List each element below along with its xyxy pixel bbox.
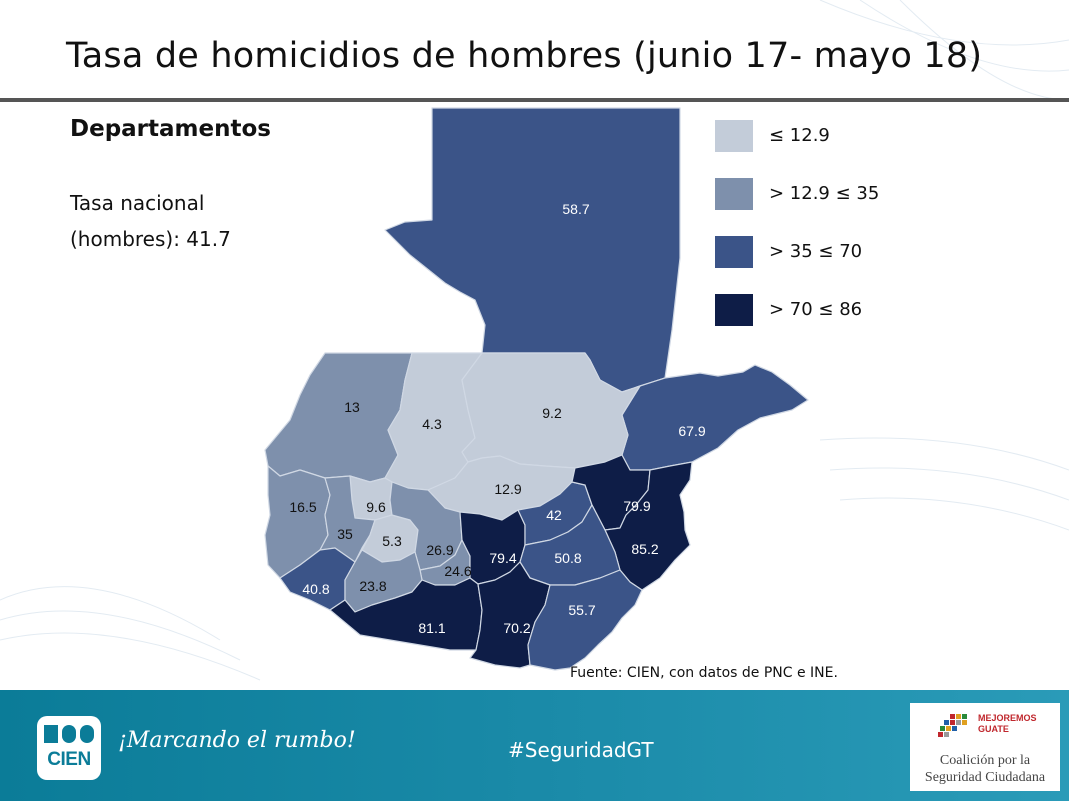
rate-chiquimula: 85.2: [631, 541, 658, 557]
rate-sacatepequez: 24.6: [444, 563, 471, 579]
coalition-name-line1: Coalición por la: [939, 753, 1031, 768]
partner-name-line1: MEJOREMOS: [978, 713, 1037, 723]
rate-el-progreso: 42: [546, 507, 562, 523]
rate-santa-rosa: 70.2: [503, 620, 530, 636]
rate-quiche: 4.3: [422, 416, 442, 432]
rate-quetzaltenango: 35: [337, 526, 353, 542]
partner-name-line2: GUATE: [978, 724, 1009, 734]
departments-heading: Departamentos: [70, 116, 271, 142]
page-title: Tasa de homicidios de hombres (junio 17-…: [66, 36, 983, 76]
hashtag: #SeguridadGT: [508, 738, 654, 762]
rate-escuintla: 81.1: [418, 620, 445, 636]
slogan: ¡Marcando el rumbo!: [118, 728, 356, 753]
dept-escuintla[interactable]: [329, 577, 483, 651]
rate-totonicapan: 9.6: [366, 499, 386, 515]
guatemala-choropleth-map: 58.7 67.9 13 4.3 9.2 12.9 16.5 9.6 35 5.…: [264, 107, 809, 671]
legend-label: > 70 ≤ 86: [769, 299, 863, 320]
title-divider: [0, 98, 1069, 102]
rate-huehuetenango: 13: [344, 399, 360, 415]
rate-retalhuleu: 40.8: [302, 581, 329, 597]
source-note: Fuente: CIEN, con datos de PNC e INE.: [570, 665, 838, 681]
cien-logo: CIEN: [37, 716, 101, 780]
rate-zacapa: 79.9: [623, 498, 650, 514]
cien-logo-text: CIEN: [47, 749, 91, 770]
legend-swatch: [715, 178, 753, 210]
rate-guatemala: 79.4: [489, 550, 516, 566]
map-rate-labels: 58.7 67.9 13 4.3 9.2 12.9 16.5 9.6 35 5.…: [289, 201, 705, 636]
rate-jutiapa: 55.7: [568, 602, 595, 618]
dept-chiquimula[interactable]: [604, 461, 693, 591]
mejoremos-guate-mark-icon: [938, 714, 967, 737]
rate-baja-verapaz: 12.9: [494, 481, 521, 497]
legend-swatch: [715, 294, 753, 326]
dept-huehuetenango[interactable]: [264, 352, 413, 483]
national-rate-value: (hombres): 41.7: [70, 227, 231, 251]
rate-peten: 58.7: [562, 201, 589, 217]
rate-izabal: 67.9: [678, 423, 705, 439]
footer-bar: CIEN ¡Marcando el rumbo! #SeguridadGT ME…: [0, 690, 1069, 801]
rate-solola: 5.3: [382, 533, 402, 549]
legend-swatch: [715, 236, 753, 268]
dept-peten[interactable]: [384, 107, 681, 393]
legend-label: > 12.9 ≤ 35: [769, 183, 880, 204]
legend-label: ≤ 12.9: [769, 125, 830, 146]
dept-jutiapa[interactable]: [527, 569, 643, 671]
rate-san-marcos: 16.5: [289, 499, 316, 515]
coalition-name-line2: Seguridad Ciudadana: [924, 770, 1046, 785]
coalition-logo: MEJOREMOS GUATE Coalición por la Segurid…: [910, 703, 1060, 791]
rate-chimaltenango: 26.9: [426, 542, 453, 558]
rate-jalapa: 50.8: [554, 550, 581, 566]
rate-alta-verapaz: 9.2: [542, 405, 562, 421]
national-rate-label: Tasa nacional: [70, 191, 205, 215]
rate-suchitepequez: 23.8: [359, 578, 386, 594]
legend-label: > 35 ≤ 70: [769, 241, 863, 262]
legend-swatch: [715, 120, 753, 152]
